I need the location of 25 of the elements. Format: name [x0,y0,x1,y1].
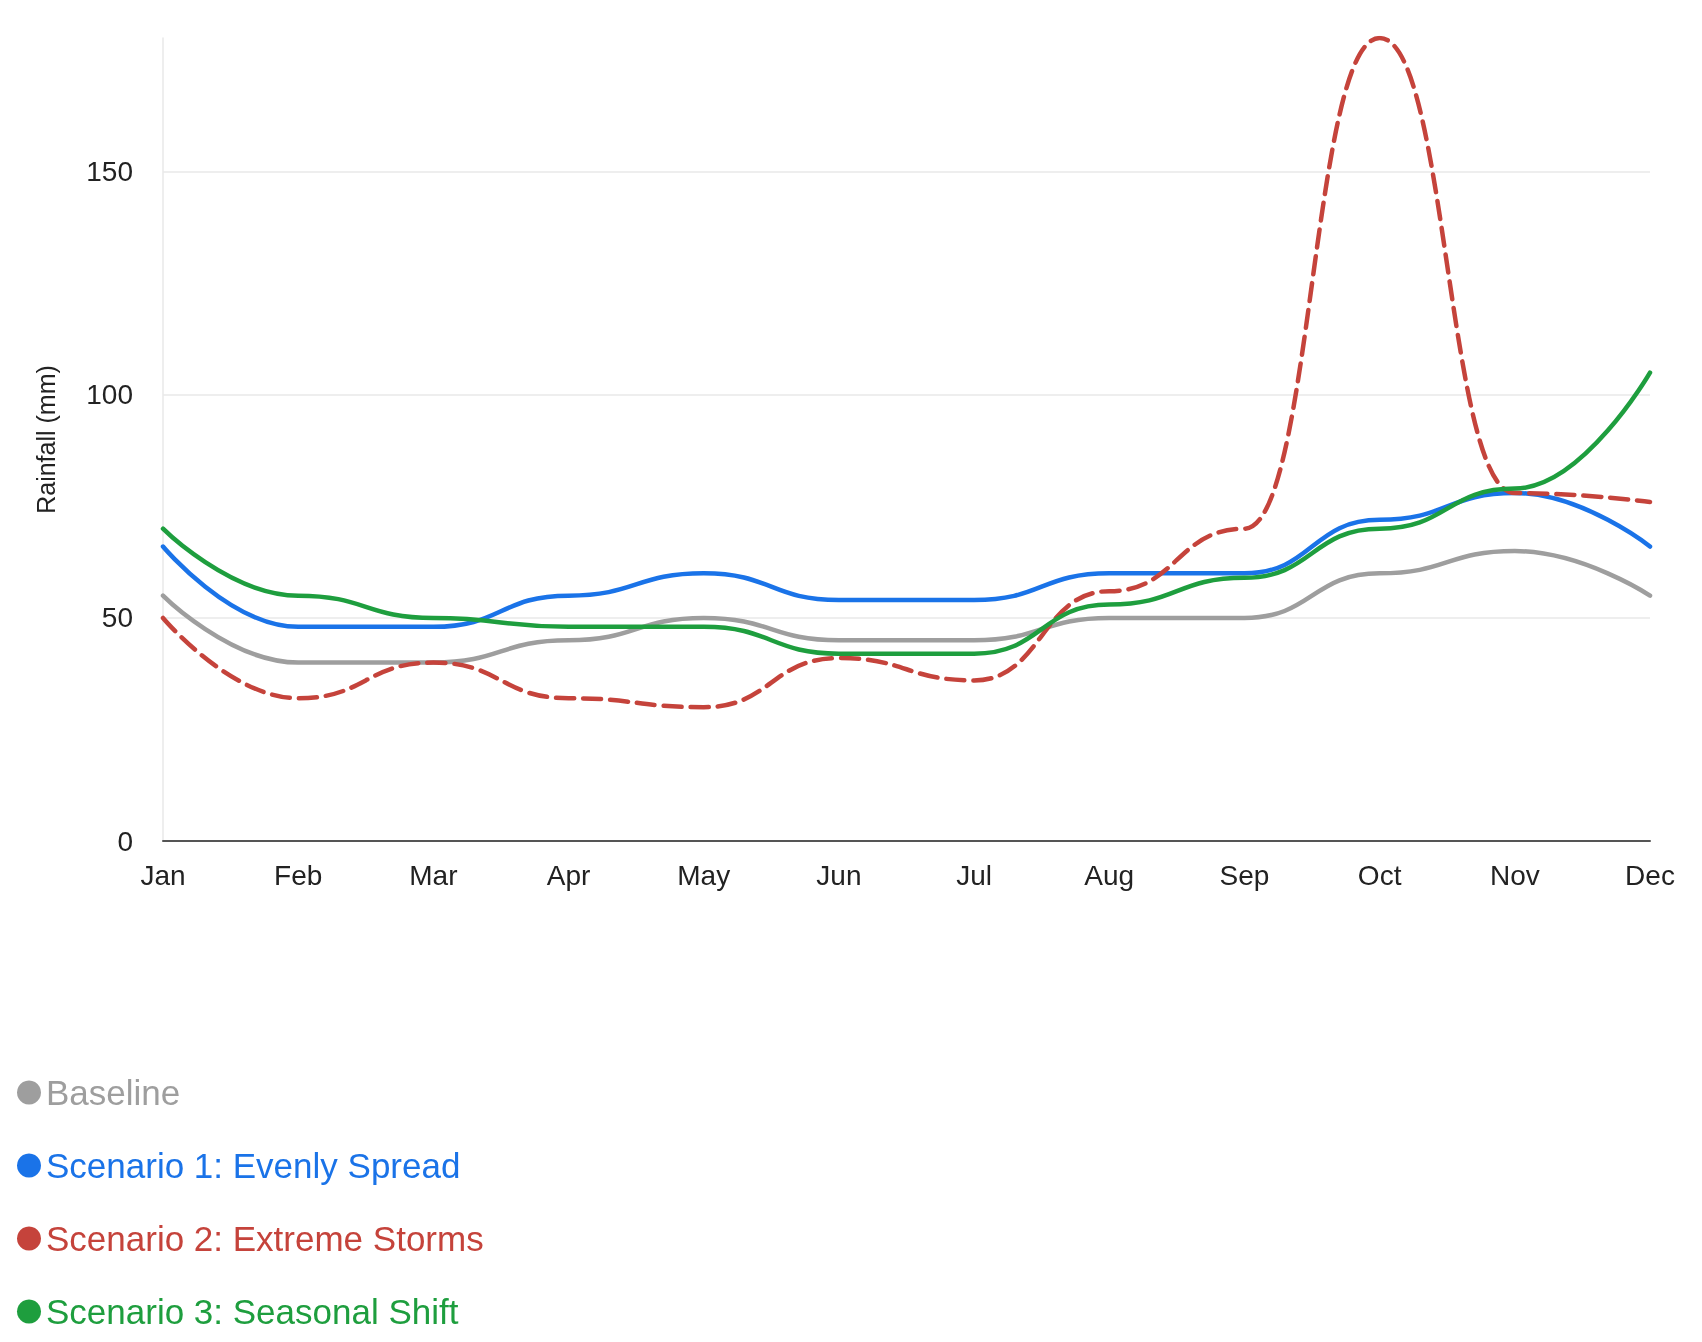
y-tick-label: 0 [117,825,133,857]
x-tick-label: Mar [409,859,458,891]
legend-label: Scenario 1: Evenly Spread [46,1146,461,1185]
x-tick-label: Jan [140,859,186,891]
x-tick-label: Feb [274,859,323,891]
y-tick-label: 100 [86,379,133,411]
line-series [160,490,1653,630]
x-tick-label: Jul [956,859,992,891]
y-tick-label: 50 [101,602,133,634]
legend-label: Scenario 2: Extreme Storms [46,1219,484,1258]
line-series [160,35,1653,710]
line-series [160,370,1653,656]
x-tick-label: Oct [1357,859,1402,891]
y-tick-label: 150 [86,156,133,188]
legend-label: Baseline [46,1073,181,1112]
legend-label: Scenario 3: Seasonal Shift [46,1292,459,1331]
x-tick-label: Nov [1489,859,1540,891]
x-tick-label: Jun [816,859,862,891]
x-tick-label: Aug [1084,859,1135,891]
x-tick-label: Apr [546,859,591,891]
y-axis-title: Rainfall (mm) [31,365,60,514]
x-tick-label: May [677,859,731,891]
x-tick-label: Sep [1219,859,1270,891]
line-series [160,548,1653,665]
x-tick-label: Dec [1625,859,1675,891]
